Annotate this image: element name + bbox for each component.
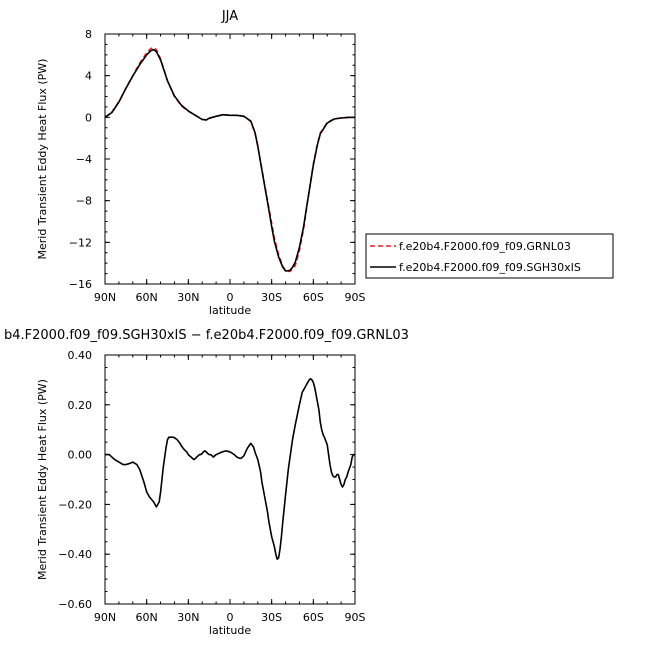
x-tick-label: 60N: [136, 611, 158, 624]
y-tick-label: −8: [76, 195, 92, 208]
top-panel: JJA latitude Merid Transient Eddy Heat F…: [36, 9, 366, 317]
x-tick-label: 90N: [94, 611, 116, 624]
top-panel-y-axis-label: Merid Transient Eddy Heat Flux (PW): [36, 59, 49, 260]
x-tick-label: 0: [227, 611, 234, 624]
y-tick-label: 4: [85, 70, 92, 83]
bottom-panel: b4.F2000.f09_f09.SGH30xIS − f.e20b4.F200…: [4, 328, 409, 637]
series-line-difference: [105, 377, 355, 561]
bottom-panel-y-axis-label: Merid Transient Eddy Heat Flux (PW): [36, 379, 49, 580]
y-tick-label: −12: [69, 236, 92, 249]
x-tick-label: 60S: [303, 291, 324, 304]
x-tick-label: 90S: [345, 611, 366, 624]
y-tick-label: 0: [85, 111, 92, 124]
y-tick-label: −0.40: [58, 548, 92, 561]
y-tick-label: −4: [76, 153, 92, 166]
x-tick-label: 30S: [261, 611, 282, 624]
series-line-sgh30xis: [104, 48, 356, 272]
x-tick-label: 30N: [177, 611, 199, 624]
y-tick-label: 0.20: [68, 399, 93, 412]
legend: f.e20b4.F2000.f09_f09.GRNL03 f.e20b4.F20…: [365, 233, 614, 279]
top-panel-title: JJA: [221, 9, 238, 24]
y-tick-label: 8: [85, 28, 92, 41]
x-tick-label: 30N: [177, 291, 199, 304]
y-tick-label: 0.40: [68, 349, 93, 362]
x-tick-label: 30S: [261, 291, 282, 304]
legend-label-sgh30xis: f.e20b4.F2000.f09_f09.SGH30xIS: [399, 261, 581, 274]
series-line-grnl03: [104, 46, 356, 273]
legend-label-grnl03: f.e20b4.F2000.f09_f09.GRNL03: [399, 240, 571, 253]
y-tick-label: −16: [69, 278, 92, 291]
x-tick-label: 90N: [94, 291, 116, 304]
bottom-panel-title: b4.F2000.f09_f09.SGH30xIS − f.e20b4.F200…: [4, 328, 409, 343]
x-tick-label: 0: [227, 291, 234, 304]
bottom-panel-x-axis-label: latitude: [209, 624, 251, 637]
y-tick-label: 0.00: [68, 449, 93, 462]
y-tick-label: −0.20: [58, 498, 92, 511]
x-tick-label: 60N: [136, 291, 158, 304]
x-tick-label: 60S: [303, 611, 324, 624]
y-tick-label: −0.60: [58, 598, 92, 611]
legend-box: [365, 233, 614, 279]
top-panel-x-axis-label: latitude: [209, 304, 251, 317]
top-panel-plot-frame: [104, 33, 356, 285]
x-tick-label: 90S: [345, 291, 366, 304]
